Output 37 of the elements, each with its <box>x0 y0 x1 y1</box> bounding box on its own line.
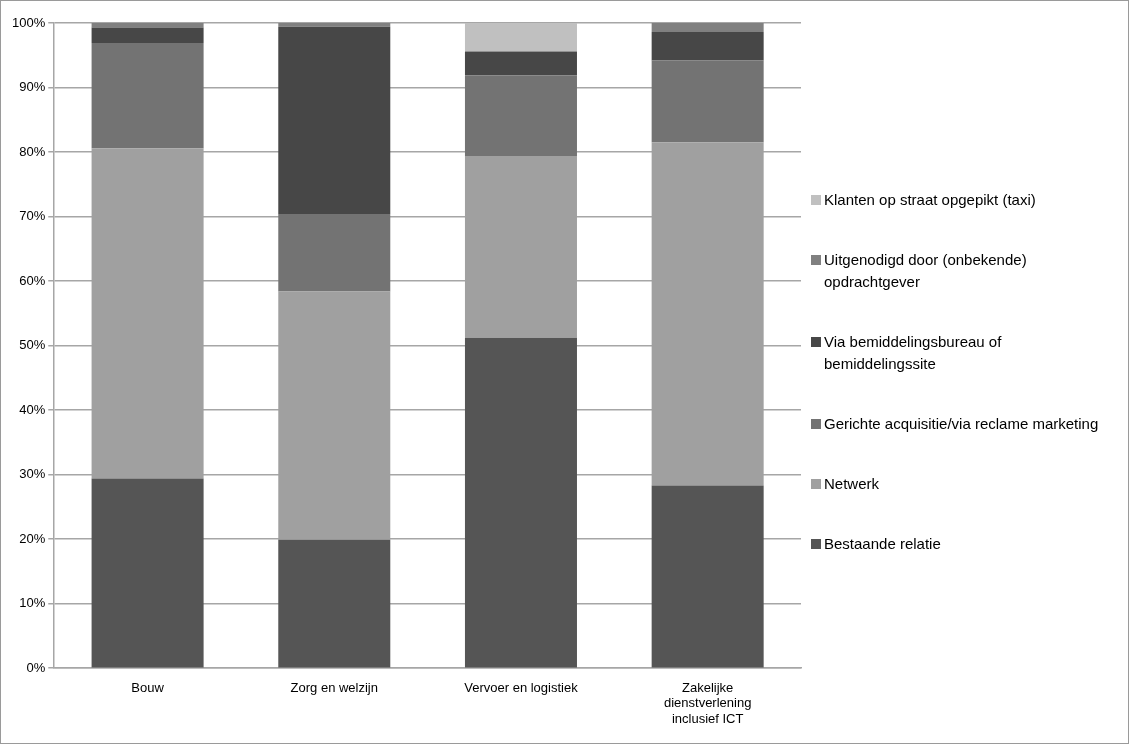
bar <box>91 43 204 149</box>
legend-label: Uitgenodigd door (onbekende) opdrachtgever <box>824 250 1028 292</box>
legend-label: Gerichte acquisitie/via reclame marketing <box>824 414 1100 434</box>
bar <box>91 23 204 28</box>
bar <box>651 23 764 33</box>
bar <box>651 32 764 61</box>
y-tick-label: 0% <box>26 659 46 675</box>
legend-label: Klanten op straat opgepikt (taxi) <box>824 190 1037 210</box>
y-tick-label: 20% <box>19 530 46 546</box>
bar <box>278 26 391 214</box>
y-tick-label: 100% <box>12 14 46 30</box>
bar <box>91 478 204 668</box>
bar <box>464 75 577 156</box>
y-tick-label: 70% <box>19 208 46 224</box>
bar <box>464 23 577 52</box>
legend-label: Netwerk <box>824 474 880 494</box>
legend-label: Via bemiddelingsbureau of bemiddelingssite <box>824 332 1003 374</box>
y-tick-label: 50% <box>19 337 46 353</box>
bar <box>464 337 577 668</box>
x-tick-label: Zakelijke dienstverlening inclusief ICT <box>663 679 752 726</box>
bar <box>464 51 577 76</box>
x-tick-label: Zorg en welzijn <box>290 679 378 695</box>
bar <box>278 213 391 292</box>
y-tick-label: 90% <box>19 79 46 95</box>
bar <box>91 27 204 43</box>
bar <box>651 485 764 668</box>
bar <box>278 23 391 27</box>
y-tick-label: 40% <box>19 401 46 417</box>
y-tick-label: 80% <box>19 143 46 159</box>
legend-label: Bestaande relatie <box>824 534 942 554</box>
y-tick-label: 30% <box>19 466 46 482</box>
bar <box>651 60 764 143</box>
x-tick-label: Bouw <box>131 679 165 695</box>
y-tick-label: 60% <box>19 272 46 288</box>
y-tick-label: 10% <box>19 595 46 611</box>
bar <box>278 539 391 668</box>
x-tick-label: Vervoer en logistiek <box>464 679 579 695</box>
